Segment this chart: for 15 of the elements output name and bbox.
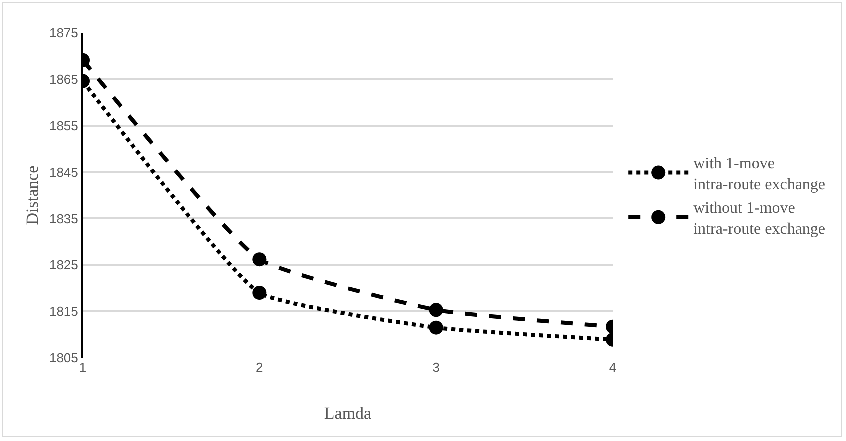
y-tick-label: 1845 [49,164,78,180]
y-tick-label: 1875 [49,26,78,41]
y-tick-label: 1835 [49,211,78,226]
x-tick-label: 2 [256,360,264,375]
x-tick-label: 4 [609,360,617,375]
y-tick-label: 1815 [49,304,78,320]
y-axis-title: Distance [23,166,42,226]
y-tick-label: 1805 [49,350,78,366]
x-tick-label: 3 [432,360,440,375]
y-tick-label: 1865 [49,72,78,87]
x-tick-label: 1 [79,360,87,375]
legend-label: without 1-move intra-route exchange [694,200,826,238]
x-axis-title: Lamda [324,404,372,423]
y-tick-label: 1855 [49,118,78,134]
y-tick-label: 1825 [49,258,78,273]
